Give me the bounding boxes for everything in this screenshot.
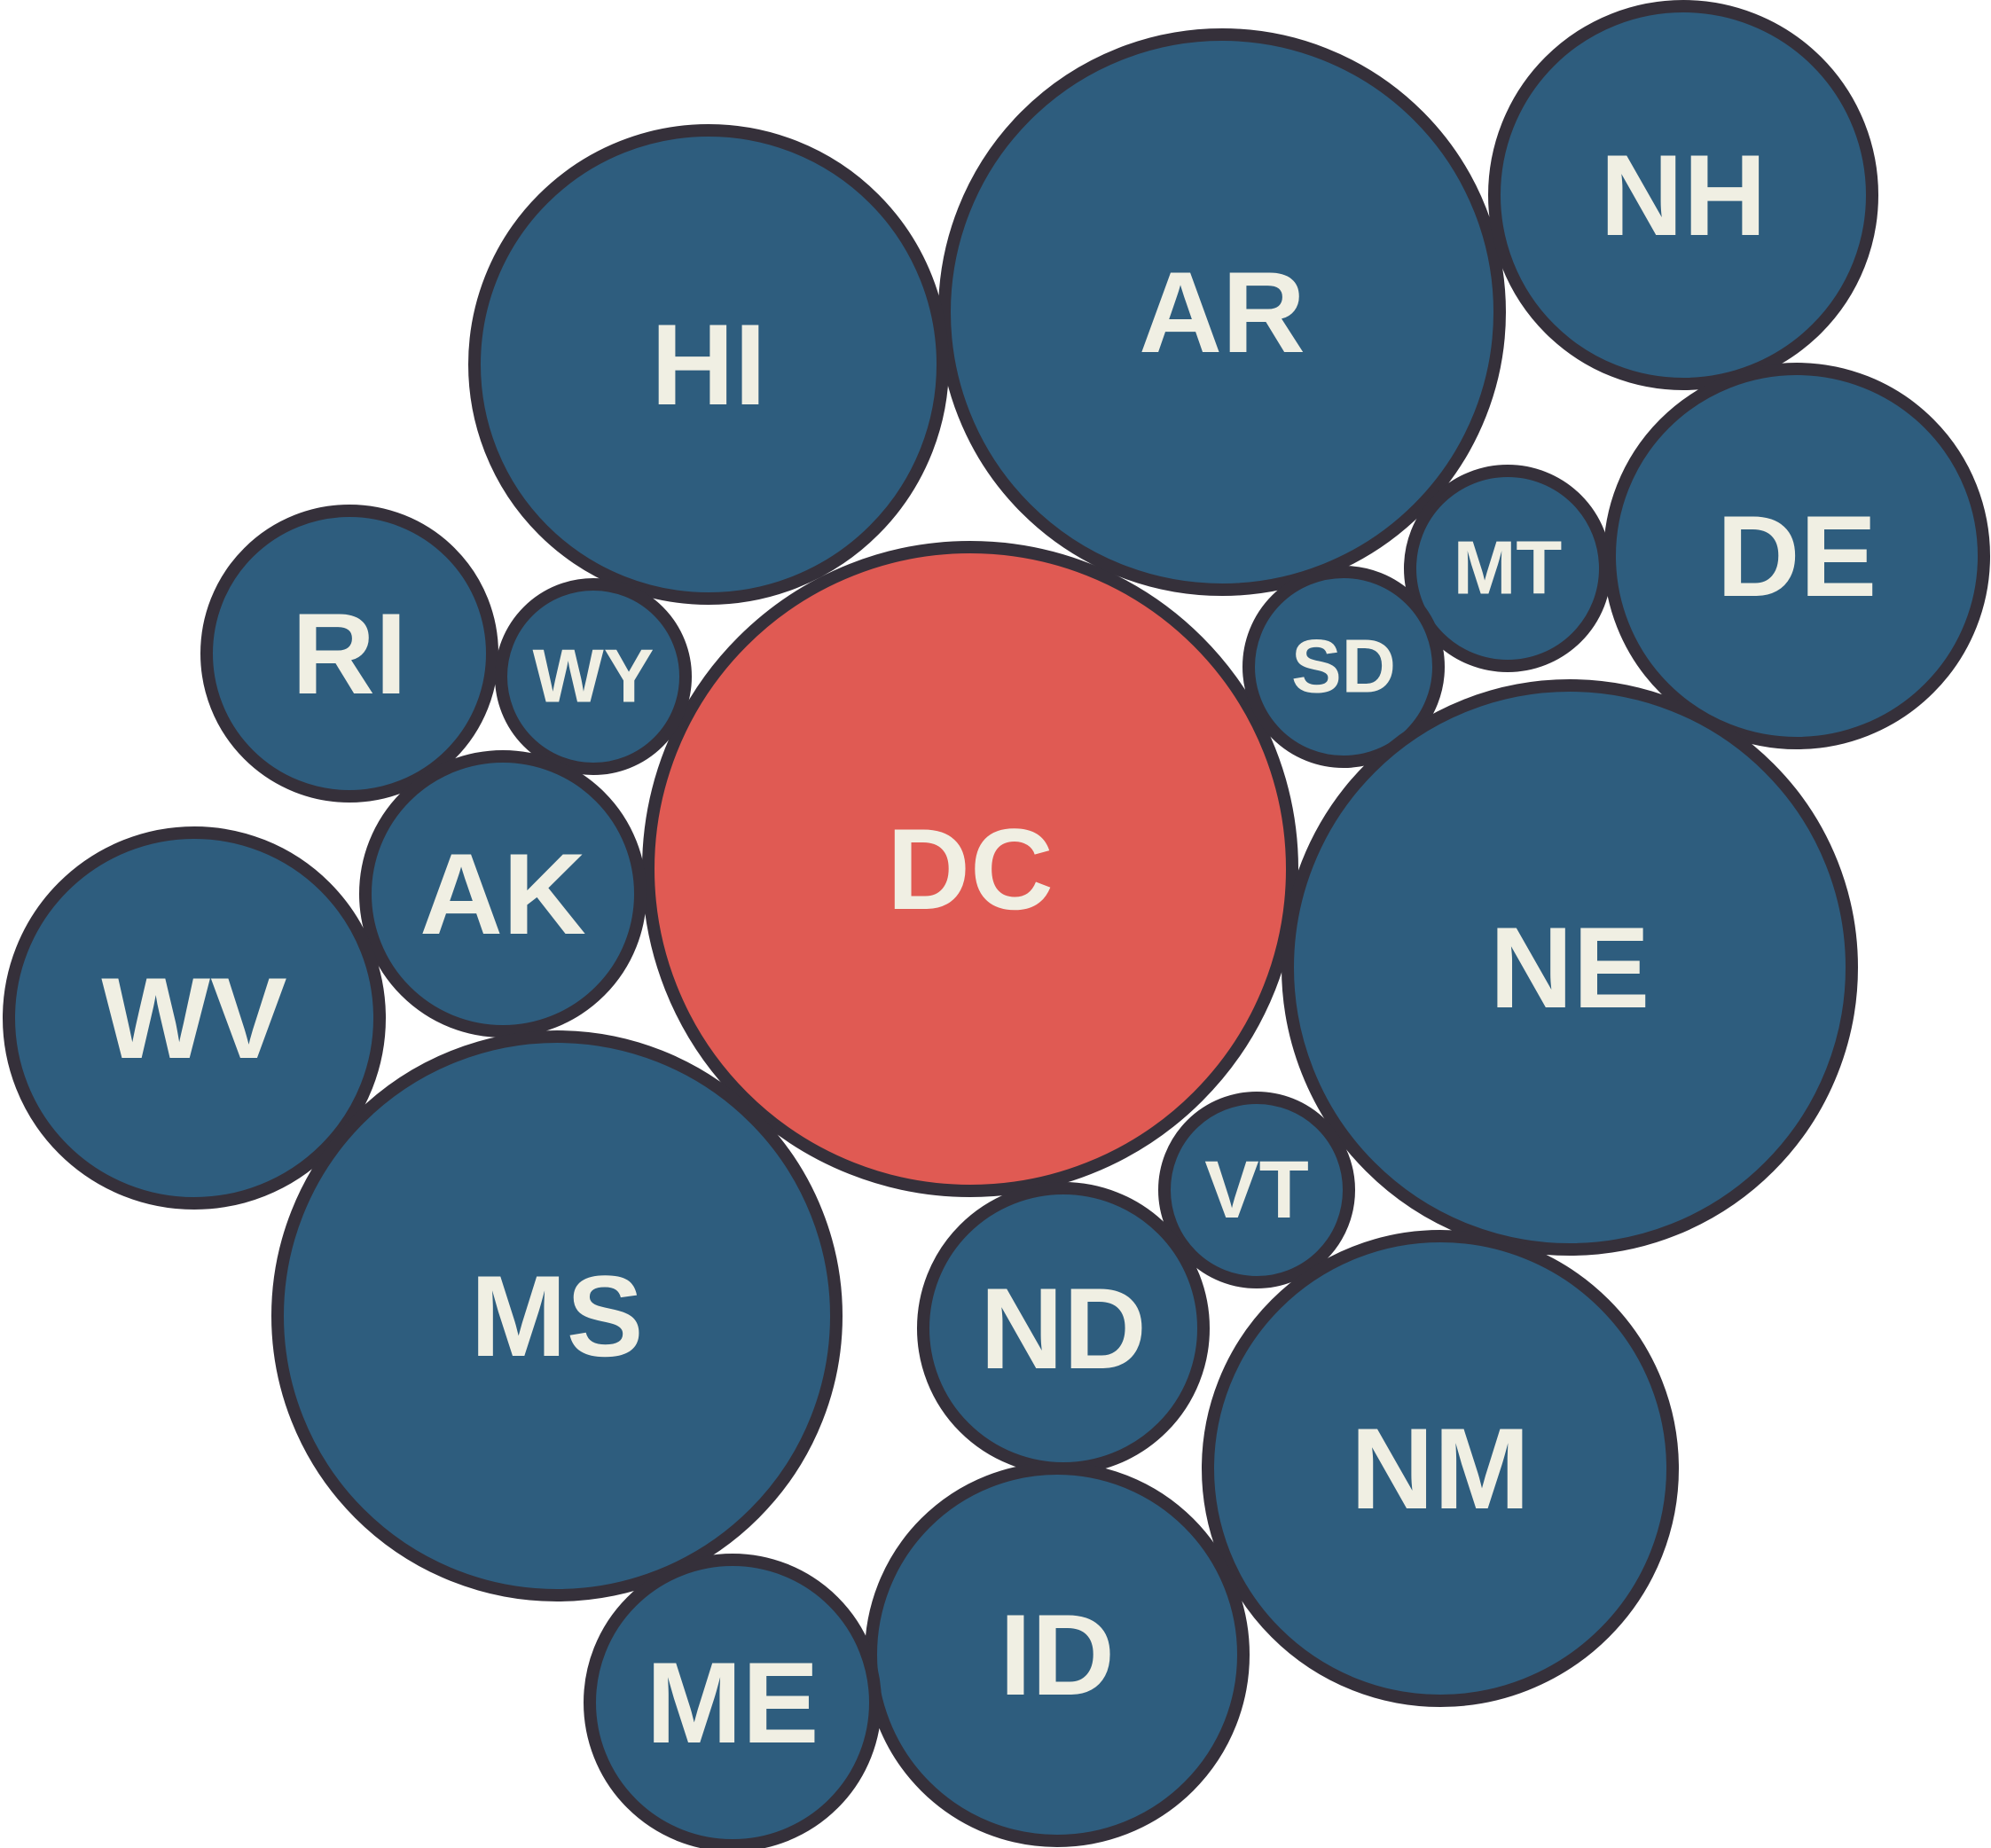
bubble-circle-ms — [271, 1030, 843, 1601]
bubble-label-id: ID — [999, 1590, 1115, 1719]
bubble-ne: NE — [1282, 679, 1858, 1256]
bubble-label-de: DE — [1717, 491, 1877, 621]
bubble-label-wy: WY — [533, 635, 655, 719]
bubble-circle-ak — [359, 750, 647, 1038]
bubble-circle-dc — [642, 541, 1298, 1197]
bubble-id: ID — [865, 1462, 1250, 1847]
bubble-circle-ar — [938, 28, 1506, 596]
bubble-nm: NM — [1202, 1230, 1679, 1707]
bubble-de: DE — [1603, 363, 1990, 749]
bubble-label-ms: MS — [471, 1251, 644, 1381]
bubble-label-nh: NH — [1600, 130, 1767, 260]
bubble-label-hi: HI — [651, 300, 766, 429]
bubble-wv: WV — [3, 826, 386, 1210]
bubble-label-ri: RI — [292, 589, 407, 718]
bubble-wy: WY — [495, 578, 692, 775]
bubble-label-mt: MT — [1454, 527, 1563, 611]
bubble-circle-ne — [1282, 679, 1858, 1256]
bubble-ms: MS — [271, 1030, 843, 1601]
bubble-me: ME — [584, 1554, 882, 1848]
bubble-label-dc: DC — [887, 804, 1054, 934]
bubble-circle-hi — [468, 124, 949, 605]
bubble-circle-wy — [495, 578, 692, 775]
bubble-circle-nm — [1202, 1230, 1679, 1707]
bubble-label-sd: SD — [1291, 625, 1396, 709]
bubble-ri: RI — [200, 505, 498, 803]
bubble-circle-wv — [3, 826, 386, 1210]
bubble-label-ak: AK — [419, 829, 586, 959]
bubble-ak: AK — [359, 750, 647, 1038]
bubble-label-nd: ND — [980, 1264, 1147, 1393]
bubble-label-ar: AR — [1139, 247, 1305, 377]
bubble-label-wv: WV — [101, 953, 286, 1083]
bubble-sd: SD — [1242, 566, 1445, 768]
bubble-mt: MT — [1404, 465, 1611, 672]
bubble-dc: DC — [642, 541, 1298, 1197]
bubble-vt: VT — [1158, 1092, 1355, 1288]
bubble-nh: NH — [1488, 0, 1878, 390]
bubble-circle-mt — [1404, 465, 1611, 672]
bubble-label-ne: NE — [1490, 903, 1650, 1032]
bubble-nd: ND — [917, 1182, 1210, 1475]
bubble-circle-me — [584, 1554, 882, 1848]
bubble-label-nm: NM — [1351, 1404, 1530, 1533]
bubble-circle-nh — [1488, 0, 1878, 390]
bubble-circle-vt — [1158, 1092, 1355, 1288]
bubble-label-vt: VT — [1204, 1145, 1309, 1235]
bubble-label-me: ME — [647, 1638, 819, 1767]
bubble-circle-ri — [200, 505, 498, 803]
bubble-circle-sd — [1242, 566, 1445, 768]
bubble-hi: HI — [468, 124, 949, 605]
bubble-ar: AR — [938, 28, 1506, 596]
